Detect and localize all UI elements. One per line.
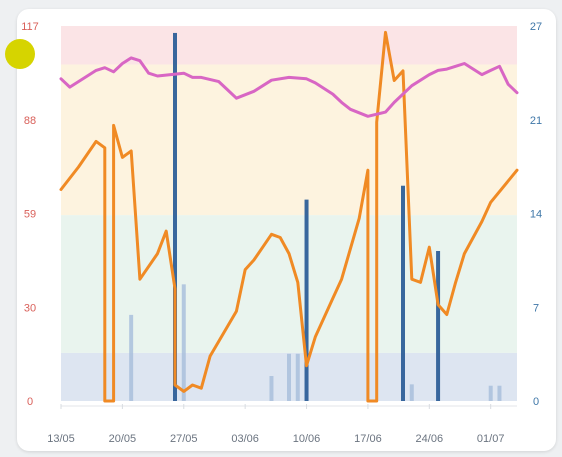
y-right-tick-label: 21 [530, 115, 542, 127]
bar [129, 314, 134, 401]
y-right-tick-label: 0 [533, 396, 539, 408]
x-tick-label: 17/06 [354, 433, 382, 445]
series-line-right-axis [59, 56, 519, 118]
bars-layer [129, 32, 502, 401]
bar [409, 384, 414, 401]
chart: 0 30 59 88 117 0 7 14 21 27 13/05 20/05 27/05 03/06 10… [21, 21, 542, 445]
bar [295, 353, 300, 401]
y-left-tick-label: 59 [24, 209, 36, 221]
bar [488, 385, 493, 401]
x-tick-label: 13/05 [47, 433, 75, 445]
y-left-tick-label: 30 [24, 302, 36, 314]
chart-card: 0 30 59 88 117 0 7 14 21 27 13/05 20/05 27/05 03/06 10… [5, 9, 556, 451]
zone-band-yellow [61, 64, 517, 216]
ticks-layer: 0 30 59 88 117 0 7 14 21 27 13/05 20/05 27/05 03/06 10… [21, 21, 542, 445]
y-left-tick-label: 0 [27, 396, 33, 408]
bar [173, 32, 177, 401]
x-tick-label: 27/05 [170, 433, 198, 445]
bar [497, 385, 502, 401]
y-left-tick-label: 88 [24, 115, 36, 127]
x-tick-label: 03/06 [231, 433, 259, 445]
bar [181, 284, 186, 401]
bar [287, 353, 291, 401]
y-right-tick-label: 7 [533, 302, 539, 314]
x-tick-label: 20/05 [109, 433, 137, 445]
y-left-tick-label: 117 [21, 21, 39, 33]
x-tick-label: 10/06 [293, 433, 321, 445]
x-tick-label: 01/07 [477, 433, 505, 445]
bar [304, 199, 309, 401]
status-dot [5, 39, 35, 69]
bar [269, 376, 274, 401]
bar [436, 251, 441, 401]
lines-layer [59, 30, 519, 403]
bar [401, 185, 405, 401]
x-tick-label: 24/06 [416, 433, 444, 445]
zone-band-red [61, 26, 517, 65]
y-right-tick-label: 14 [530, 209, 542, 221]
y-right-tick-label: 27 [530, 21, 542, 33]
series-line-left-axis [59, 30, 519, 403]
